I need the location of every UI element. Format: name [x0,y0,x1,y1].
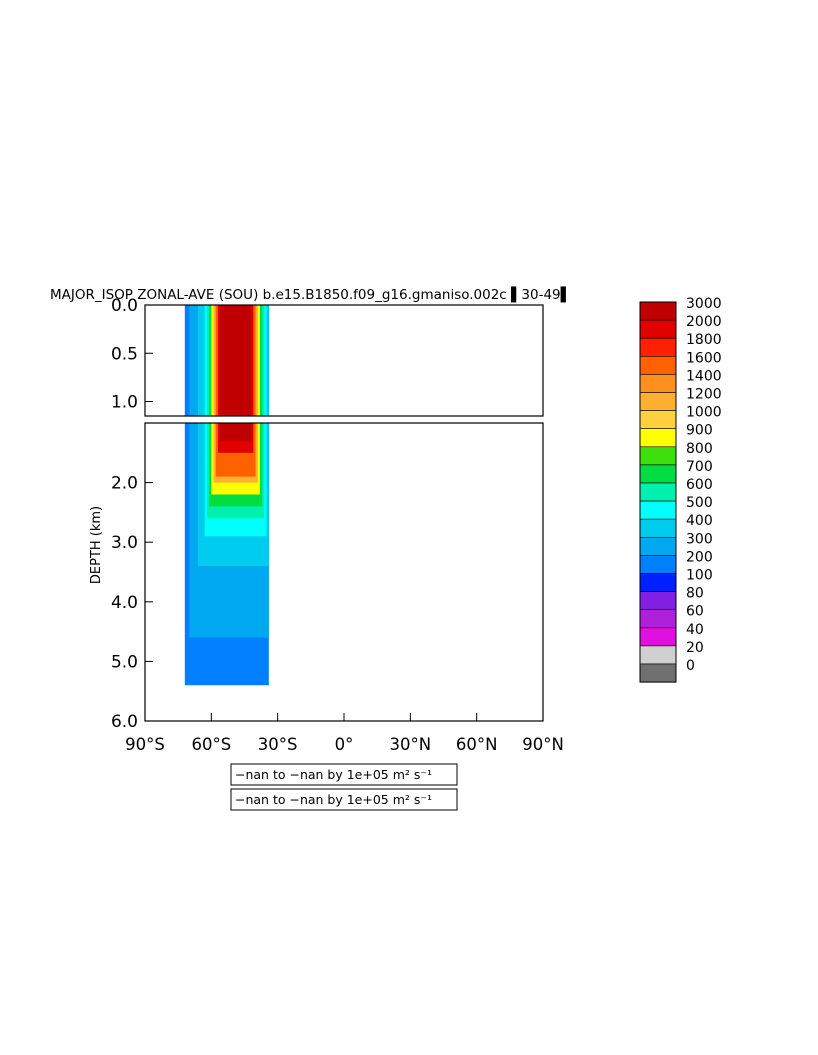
colorbar-swatch [639,591,677,610]
y-tick-label: 2.0 [111,474,138,494]
colorbar: 3000200018001600140012001000900800700600… [639,296,722,683]
colorbar-swatch [639,663,677,683]
colorbar-swatch [639,337,677,357]
colorbar-swatch [639,500,677,520]
colorbar-swatch [639,627,677,647]
colorbar-label: 300 [686,531,713,547]
x-tick-label: 30°N [390,735,432,754]
colorbar-label: 3000 [686,296,722,312]
colorbar-label: 400 [686,513,713,529]
x-tick-label: 60°N [456,735,498,754]
y-tick-label: 4.0 [111,593,138,613]
x-tick-label: 0° [335,735,354,754]
colorbar-label: 2000 [686,314,722,330]
colorbar-swatch [639,319,677,339]
colorbar-frame [639,301,677,683]
colorbar-label: 60 [686,604,704,620]
x-axis: 90°S 60°S 30°S 0° 30°N 60°N 90°N [125,713,564,754]
colorbar-swatch [639,446,677,466]
colorbar-swatch [639,428,677,448]
field-cell-upper-10 [220,305,252,416]
colorbar-label: 1800 [686,332,722,348]
field-cell-lower-10 [220,423,252,441]
colorbar-swatch [639,374,677,393]
y-tick-label: 0.5 [111,344,138,364]
colorbar-swatch [639,464,677,484]
colorbar-swatch [639,355,677,375]
caption-box-2: −nan to −nan by 1e+05 m² s⁻¹ [230,788,458,811]
colorbar-label: 80 [686,586,704,602]
x-tick-label: 30°S [258,735,298,754]
colorbar-swatch [639,573,677,592]
colorbar-label: 1600 [686,350,722,366]
y-axis: 0.0 0.5 1.0 2.0 3.0 4.0 5.0 6.0 [111,296,153,732]
x-tick-label: 60°S [191,735,231,754]
colorbar-label: 700 [686,459,713,475]
y-tick-label: 3.0 [111,533,138,553]
y-axis-label: DEPTH (km) [89,506,104,584]
colorbar-label: 20 [686,640,704,656]
y-tick-label: 0.0 [111,296,138,316]
lower-panel-field [184,423,269,686]
colorbar-swatch [639,410,677,430]
colorbar-swatch [639,482,677,502]
colorbar-label: 40 [686,622,704,638]
x-tick-label: 90°N [522,735,564,754]
colorbar-swatch [639,555,677,574]
y-tick-label: 5.0 [111,652,138,672]
y-tick-label: 6.0 [111,712,138,732]
colorbar-label: 0 [686,658,695,674]
colorbar-swatch [639,645,677,665]
colorbar-label: 600 [686,477,713,493]
upper-panel-field [184,305,269,416]
caption-text-1: −nan to −nan by 1e+05 m² s⁻¹ [235,767,432,782]
colorbar-swatch [639,609,677,629]
colorbar-swatch [639,518,677,538]
x-tick-label: 90°S [125,735,165,754]
colorbar-label: 100 [686,568,713,584]
colorbar-label: 1400 [686,368,722,384]
y-tick-label: 1.0 [111,393,138,413]
colorbar-label: 800 [686,441,713,457]
colorbar-label: 200 [686,549,713,565]
colorbar-swatch [639,536,677,556]
colorbar-label: 1000 [686,405,722,421]
colorbar-swatch [639,301,677,321]
colorbar-label: 1200 [686,387,722,403]
colorbar-swatch [639,392,677,411]
chart-title: MAJOR_ISOP ZONAL-AVE (SOU) b.e15.B1850.f… [50,286,571,303]
colorbar-label: 500 [686,495,713,511]
caption-text-2: −nan to −nan by 1e+05 m² s⁻¹ [235,792,432,807]
upper-panel-frame [144,304,544,417]
caption-box-1: −nan to −nan by 1e+05 m² s⁻¹ [230,763,458,786]
colorbar-label: 900 [686,423,713,439]
